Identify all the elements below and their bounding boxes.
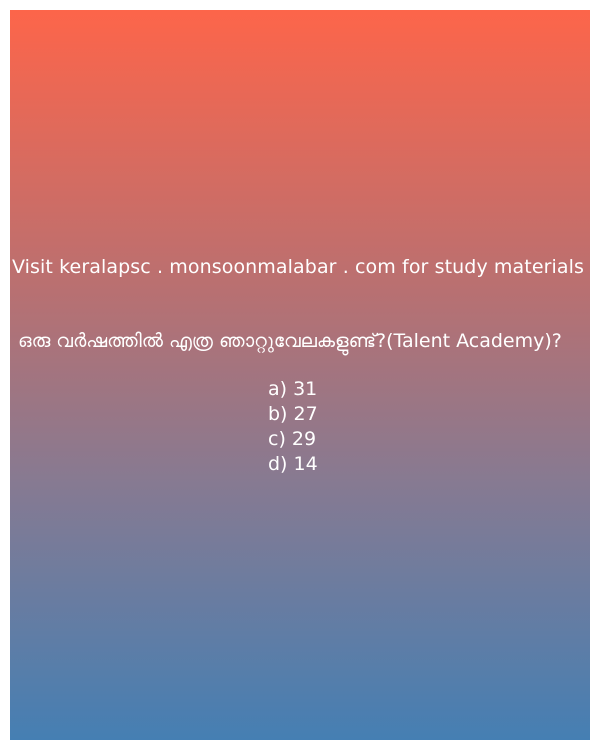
quiz-card: Visit keralapsc . monsoonmalabar . com f… — [10, 10, 590, 740]
option-d: d) 14 — [268, 453, 318, 475]
option-b: b) 27 — [268, 403, 318, 425]
question-block: ഒരു വർഷത്തിൽ എത്ര ഞാറ്റുവേലകളുണ്ട്?(Tale… — [18, 329, 586, 354]
option-c: c) 29 — [268, 428, 317, 450]
question-text: ഒരു വർഷത്തിൽ എത്ര ഞാറ്റുവേലകളുണ്ട്?(Tale… — [18, 330, 562, 352]
option-a: a) 31 — [268, 378, 318, 400]
options-list: a) 31 b) 27 c) 29 d) 14 — [268, 377, 568, 477]
promo-text: Visit keralapsc . monsoonmalabar . com f… — [12, 256, 585, 278]
